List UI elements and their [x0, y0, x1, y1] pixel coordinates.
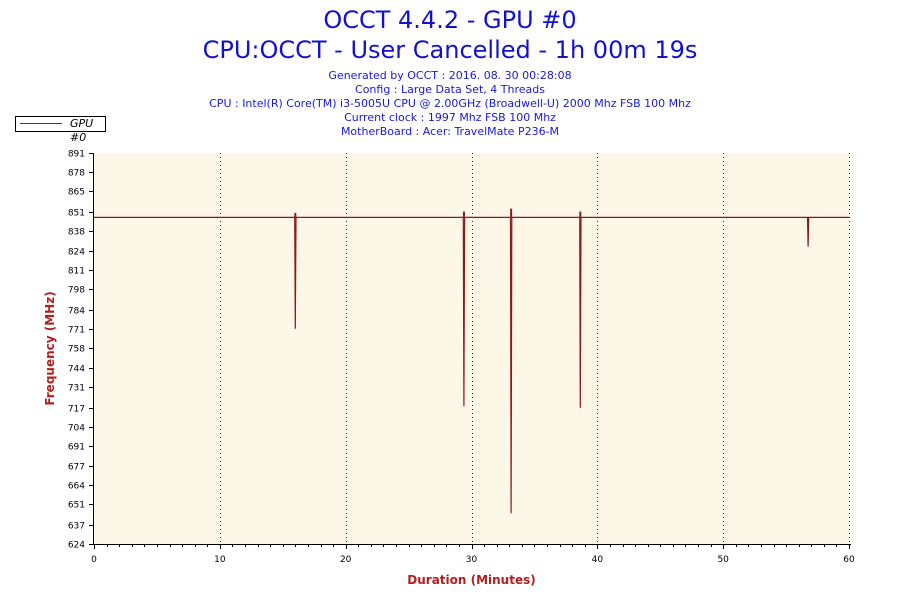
- series-line-gpu0: [94, 216, 849, 514]
- y-tick-label: 637: [68, 522, 85, 532]
- y-tick-label: 865: [68, 188, 85, 198]
- plot-area: [94, 153, 849, 544]
- y-tick-label: 717: [68, 405, 85, 415]
- y-tick-label: 798: [68, 286, 85, 296]
- info-current-clock: Current clock : 1997 Mhz FSB 100 Mhz: [344, 111, 556, 124]
- y-tick-label: 664: [68, 482, 85, 492]
- legend-swatch: [20, 123, 62, 124]
- x-axis-title: Duration (Minutes): [407, 573, 535, 587]
- legend-label: GPU #0: [70, 117, 94, 144]
- axis-layer: 624 637 651 664 677 691 704 717 731 744 758 771 784 7…: [68, 150, 855, 566]
- x-tick-label: 10: [214, 555, 226, 565]
- info-cpu: CPU : Intel(R) Core(TM) i3-5005U CPU @ 2…: [209, 97, 691, 110]
- y-tick-label: 878: [68, 169, 85, 179]
- x-tick-label: 50: [717, 555, 729, 565]
- y-tick-label: 704: [68, 424, 85, 434]
- y-tick-label: 811: [68, 267, 85, 277]
- y-tick-label: 771: [68, 326, 85, 336]
- x-tick-label: 0: [91, 555, 97, 565]
- y-tick-label: 891: [68, 150, 85, 160]
- info-config: Config : Large Data Set, 4 Threads: [355, 83, 545, 96]
- y-tick-label: 677: [68, 463, 85, 473]
- y-axis-title: Frequency (MHz): [43, 291, 57, 405]
- info-motherboard: MotherBoard : Acer: TravelMate P236-M: [340, 125, 560, 138]
- chart-title: OCCT 4.4.2 - GPU #0: [323, 6, 577, 34]
- y-tick-label: 624: [68, 541, 85, 551]
- y-tick-label: 784: [68, 307, 85, 317]
- y-tick-label: 838: [68, 228, 85, 238]
- y-tick-label: 744: [68, 365, 85, 375]
- y-tick-label: 758: [68, 345, 85, 355]
- info-generated: Generated by OCCT : 2016. 08. 30 00:28:0…: [328, 69, 572, 82]
- y-tick-label: 824: [68, 248, 85, 258]
- chart-subtitle: CPU:OCCT - User Cancelled - 1h 00m 19s: [202, 36, 698, 64]
- x-tick-label: 60: [843, 555, 855, 565]
- legend: GPU #0: [15, 116, 106, 144]
- x-tick-label: 30: [466, 555, 478, 565]
- y-tick-label: 691: [68, 443, 85, 453]
- y-tick-label: 651: [68, 501, 85, 511]
- x-tick-label: 20: [340, 555, 352, 565]
- x-tick-label: 40: [592, 555, 604, 565]
- y-tick-label: 851: [68, 209, 85, 219]
- series-layer: [94, 208, 849, 514]
- y-tick-label: 731: [68, 384, 85, 394]
